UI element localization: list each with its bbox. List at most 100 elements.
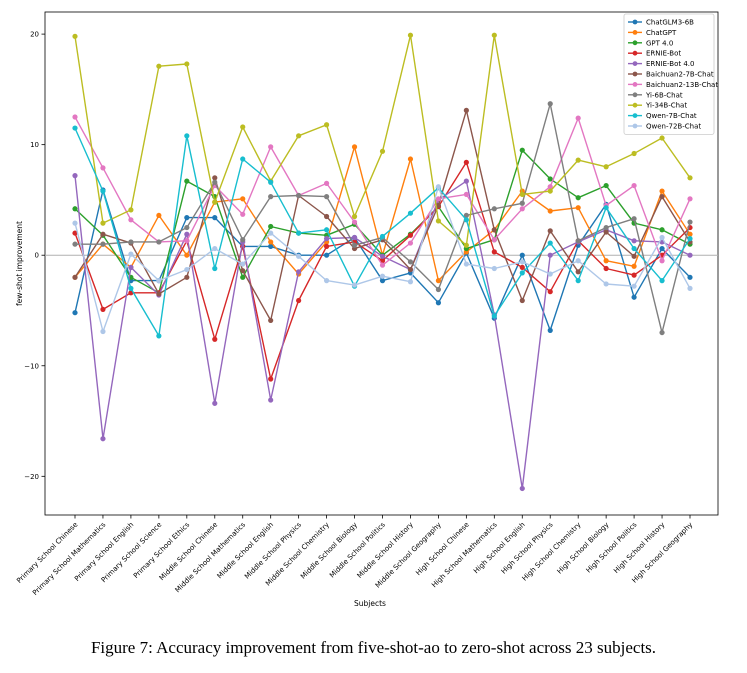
data-point (519, 147, 525, 153)
legend-label: Yi-6B-Chat (645, 91, 683, 99)
data-point (631, 263, 637, 269)
legend: ChatGLM3-6B ChatGPT GPT 4.0 ERNIE-Bot ERNIE-… (623, 13, 718, 135)
data-point (184, 274, 190, 280)
data-point (128, 239, 134, 245)
legend-item: Baichuan2-13B-Chat (628, 81, 718, 89)
data-point (323, 194, 330, 200)
data-point (631, 216, 637, 222)
legend-item: ERNIE-Bot 4.0 (628, 60, 694, 68)
data-point (519, 270, 525, 276)
x-tick-label: High School Chinese (414, 521, 470, 577)
data-point (631, 238, 637, 244)
data-point (435, 218, 442, 224)
legend-label: Qwen-72B-Chat (646, 123, 701, 131)
data-point (100, 220, 106, 226)
data-point (659, 258, 665, 264)
data-point (156, 291, 162, 297)
data-point (435, 286, 442, 293)
legend-label: ChatGLM3-6B (646, 19, 694, 27)
series-line (74, 175, 691, 490)
data-point (603, 205, 609, 211)
x-tick-label: Middle School History (356, 521, 415, 580)
data-point (519, 485, 525, 492)
data-point (407, 279, 414, 285)
legend-swatch-marker (632, 113, 638, 118)
data-point (407, 266, 414, 273)
data-point (491, 206, 497, 212)
data-point (435, 184, 442, 190)
x-tick-label: Middle School Politics (328, 521, 387, 580)
data-point (379, 273, 386, 279)
x-tick-label: High School History (612, 521, 666, 575)
data-point (156, 278, 162, 284)
data-point (268, 230, 274, 236)
data-point (659, 227, 665, 233)
data-point (435, 196, 442, 202)
data-point (240, 268, 246, 274)
data-point (603, 281, 609, 287)
data-point (351, 213, 358, 220)
data-point (659, 234, 665, 241)
data-point (547, 101, 553, 107)
data-point (659, 188, 665, 194)
data-point (491, 32, 497, 38)
data-point (687, 175, 693, 181)
data-point (212, 175, 218, 181)
plot-border (44, 11, 719, 516)
data-point (379, 253, 386, 259)
data-point (631, 150, 637, 157)
x-tick-label: High School Politics (585, 521, 639, 575)
data-point (184, 266, 190, 273)
line-chart-svg: −20 −10 0 10 20 Primary School ChinesePrimar… (15, 11, 719, 608)
data-point (323, 180, 330, 186)
data-point (407, 32, 414, 38)
data-point (240, 261, 246, 267)
data-point (491, 265, 497, 272)
data-point (547, 271, 553, 277)
data-point (156, 212, 162, 219)
data-point (687, 219, 693, 225)
data-point (575, 238, 581, 244)
data-point (547, 208, 553, 214)
data-point (659, 245, 665, 252)
data-point (687, 231, 693, 237)
legend-item: GPT 4.0 (628, 39, 673, 47)
data-point (240, 274, 246, 280)
data-point (603, 224, 609, 231)
data-point (379, 262, 386, 268)
data-point (296, 253, 302, 259)
data-point (268, 243, 274, 249)
legend-swatch-marker (632, 71, 638, 77)
legend-item: ERNIE-Bot (628, 50, 681, 58)
series-line (74, 161, 691, 380)
data-point (100, 188, 106, 194)
data-point (240, 156, 246, 162)
data-point (491, 237, 497, 243)
data-point (547, 252, 553, 258)
y-axis-label: few-shot improvement (15, 221, 24, 306)
data-point (659, 135, 665, 141)
data-point (212, 179, 218, 185)
legend-label: ERNIE-Bot (646, 50, 681, 58)
data-point (435, 202, 442, 209)
data-point (575, 205, 581, 211)
series-gpt-4-0 (72, 147, 693, 296)
data-point (72, 310, 78, 316)
figure-caption: Figure 7: Accuracy improvement from five… (90, 638, 657, 657)
data-point (296, 297, 302, 304)
series-yi-34b-chat (72, 32, 693, 248)
data-point (268, 239, 274, 245)
legend-item: Baichuan2-7B-Chat (628, 71, 714, 79)
data-point (100, 231, 106, 237)
data-point (184, 178, 190, 184)
legend-swatch-marker (632, 61, 638, 66)
data-point (687, 285, 693, 291)
data-point (72, 206, 78, 212)
data-point (296, 133, 302, 139)
data-point (463, 159, 469, 165)
data-point (351, 234, 358, 241)
legend-label: Baichuan2-13B-Chat (646, 81, 718, 89)
data-point (268, 194, 274, 200)
legend-swatch-marker (632, 102, 638, 108)
